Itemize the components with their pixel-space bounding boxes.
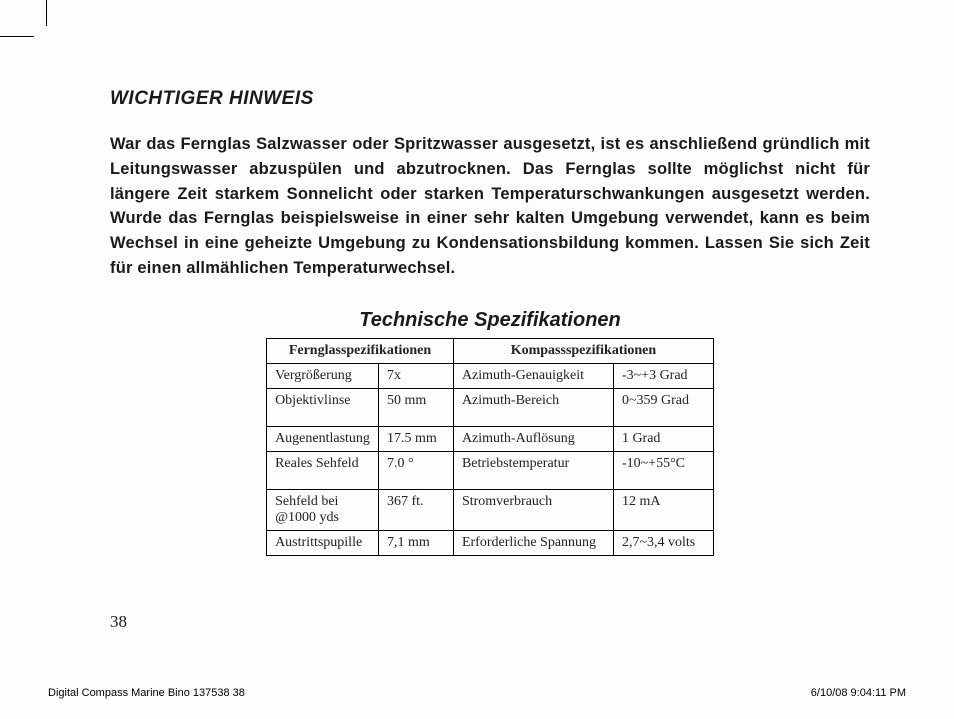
cell: Austrittspupille bbox=[267, 530, 379, 555]
table-row: Sehfeld bei @1000 yds 367 ft. Stromverbr… bbox=[267, 489, 714, 530]
cell: -3~+3 Grad bbox=[613, 363, 713, 388]
cell: Azimuth-Genauigkeit bbox=[453, 363, 613, 388]
cell: 7.0 ° bbox=[378, 451, 453, 489]
body-text: War das Fernglas Salzwasser oder Spritzw… bbox=[110, 132, 870, 281]
cell: 367 ft. bbox=[378, 489, 453, 530]
cell: -10~+55°C bbox=[613, 451, 713, 489]
cell: 50 mm bbox=[378, 388, 453, 426]
table-row: Reales Sehfeld 7.0 ° Betriebstemperatur … bbox=[267, 451, 714, 489]
table-row: Vergrößerung 7x Azimuth-Genauigkeit -3~+… bbox=[267, 363, 714, 388]
crop-mark-h bbox=[0, 36, 34, 37]
subheading: Technische Spezifikationen bbox=[110, 309, 870, 332]
table-header-row: Fernglasspezifikationen Kompassspezifika… bbox=[267, 338, 714, 363]
table-row: Objektivlinse 50 mm Azimuth-Bereich 0~35… bbox=[267, 388, 714, 426]
cell: Azimuth-Bereich bbox=[453, 388, 613, 426]
cell: 7x bbox=[378, 363, 453, 388]
cell: Azimuth-Auflösung bbox=[453, 426, 613, 451]
page-number: 38 bbox=[110, 612, 127, 632]
content-area: WICHTIGER HINWEIS War das Fernglas Salzw… bbox=[110, 88, 870, 556]
table-row: Augenentlastung 17.5 mm Azimuth-Auflösun… bbox=[267, 426, 714, 451]
cell: 17.5 mm bbox=[378, 426, 453, 451]
cell: 2,7~3,4 volts bbox=[613, 530, 713, 555]
footer: Digital Compass Marine Bino 137538 38 6/… bbox=[48, 687, 906, 699]
cell: 7,1 mm bbox=[378, 530, 453, 555]
page: WICHTIGER HINWEIS War das Fernglas Salzw… bbox=[0, 0, 954, 719]
table-wrap: Fernglasspezifikationen Kompassspezifika… bbox=[110, 338, 870, 556]
cell: Betriebstemperatur bbox=[453, 451, 613, 489]
cell: Erforderliche Spannung bbox=[453, 530, 613, 555]
table-header-left: Fernglasspezifikationen bbox=[267, 338, 454, 363]
cell: Augenentlastung bbox=[267, 426, 379, 451]
heading: WICHTIGER HINWEIS bbox=[110, 88, 870, 110]
cell: 1 Grad bbox=[613, 426, 713, 451]
cell: Sehfeld bei @1000 yds bbox=[267, 489, 379, 530]
footer-left: Digital Compass Marine Bino 137538 38 bbox=[48, 687, 245, 699]
crop-mark-v bbox=[46, 0, 47, 26]
footer-right: 6/10/08 9:04:11 PM bbox=[811, 687, 906, 699]
cell: 0~359 Grad bbox=[613, 388, 713, 426]
table-header-right: Kompassspezifikationen bbox=[453, 338, 713, 363]
cell: Stromverbrauch bbox=[453, 489, 613, 530]
table-row: Austrittspupille 7,1 mm Erforderliche Sp… bbox=[267, 530, 714, 555]
spec-table: Fernglasspezifikationen Kompassspezifika… bbox=[266, 338, 714, 556]
cell: 12 mA bbox=[613, 489, 713, 530]
cell: Vergrößerung bbox=[267, 363, 379, 388]
cell: Reales Sehfeld bbox=[267, 451, 379, 489]
cell: Objektivlinse bbox=[267, 388, 379, 426]
